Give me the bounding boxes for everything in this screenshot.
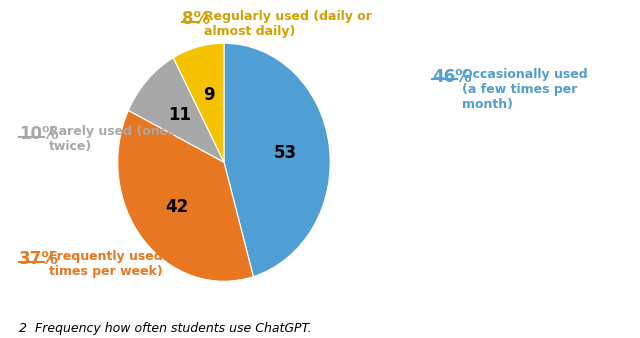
Text: Rarely used (once or
twice): Rarely used (once or twice) — [49, 125, 195, 153]
Wedge shape — [173, 43, 224, 162]
Text: 2  Frequency how often students use ChatGPT.: 2 Frequency how often students use ChatG… — [19, 322, 312, 335]
Text: 11: 11 — [168, 105, 191, 124]
Text: Occasionally used
(a few times per
month): Occasionally used (a few times per month… — [462, 68, 588, 111]
Text: Frequently used (several
times per week): Frequently used (several times per week) — [49, 250, 225, 278]
Text: 10%: 10% — [19, 125, 59, 143]
Text: 46%: 46% — [432, 68, 472, 86]
Text: Regularly used (daily or
almost daily): Regularly used (daily or almost daily) — [204, 10, 372, 38]
Text: 8%: 8% — [182, 10, 211, 28]
Wedge shape — [129, 58, 224, 162]
Wedge shape — [118, 111, 253, 281]
Text: 37%: 37% — [19, 250, 59, 268]
Wedge shape — [224, 43, 330, 276]
Text: 9: 9 — [203, 87, 214, 104]
Text: 53: 53 — [273, 144, 296, 162]
Text: 42: 42 — [165, 198, 189, 216]
